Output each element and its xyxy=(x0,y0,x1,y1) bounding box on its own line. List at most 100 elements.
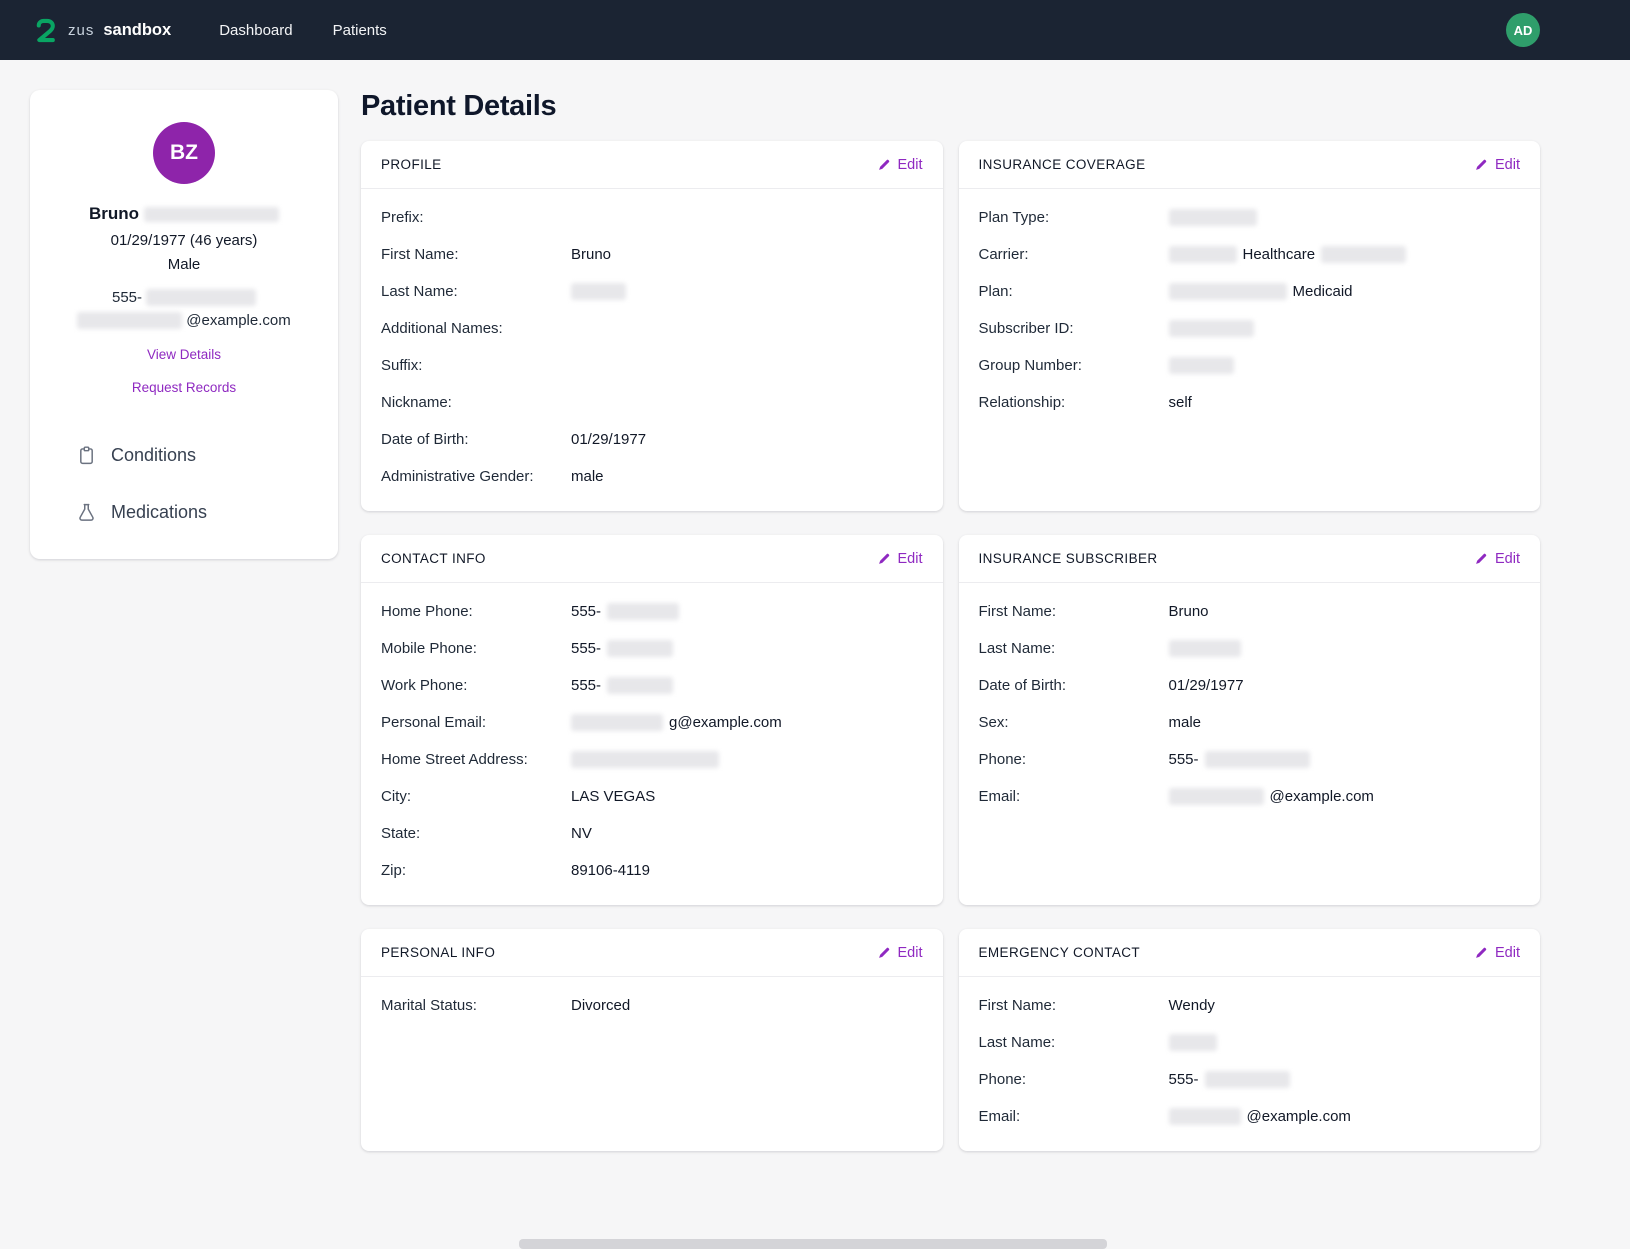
flask-icon xyxy=(76,502,97,523)
edit-label: Edit xyxy=(1495,550,1520,567)
field-value: male xyxy=(571,468,923,485)
edit-pencil-icon xyxy=(878,947,889,958)
card-body: Plan Type: Carrier: Healthcare Plan: Medicai… xyxy=(959,189,1541,437)
value-text: male xyxy=(571,468,604,485)
field-label: Carrier: xyxy=(978,246,1029,263)
field-row: Email: @example.com xyxy=(979,778,1521,815)
field-label: Plan Type: xyxy=(978,209,1050,226)
value-text: Bruno xyxy=(1168,603,1209,620)
field-row: Date of Birth: 01/29/1977 xyxy=(979,667,1521,704)
field-value: Bruno xyxy=(1169,603,1521,620)
edit-label: Edit xyxy=(1495,156,1520,173)
field-row: Prefix: xyxy=(381,199,923,236)
patient-summary-card: BZ Bruno 01/29/1977 (46 years) Male 555-… xyxy=(30,90,338,559)
redacted-text xyxy=(1204,751,1310,768)
field-row: Home Phone: 555- xyxy=(381,593,923,630)
zus-logo-icon xyxy=(32,17,59,44)
field-label: Phone: xyxy=(978,751,1027,768)
field-label: Group Number: xyxy=(978,357,1082,374)
value-text: Bruno xyxy=(571,246,612,263)
redacted-text xyxy=(1204,1071,1290,1088)
value-text: Wendy xyxy=(1168,997,1215,1014)
card-body: Prefix: First Name: Bruno Last Name: Additio… xyxy=(361,189,943,511)
field-row: City: LAS VEGAS xyxy=(381,778,923,815)
field-label: Relationship: xyxy=(978,394,1066,411)
card-title: CONTACT INFO xyxy=(381,551,486,566)
edit-button-personal-info[interactable]: Edit xyxy=(877,945,923,961)
request-records-link[interactable]: Request Records xyxy=(131,380,237,395)
field-label: Administrative Gender: xyxy=(381,468,534,485)
redacted-text xyxy=(1168,1108,1241,1125)
sidebar-item-medications[interactable]: Medications xyxy=(76,502,322,523)
sidebar-item-label: Medications xyxy=(111,502,208,522)
field-row: First Name: Bruno xyxy=(979,593,1521,630)
field-label: Home Street Address: xyxy=(381,751,528,768)
field-value xyxy=(1168,209,1521,226)
brand[interactable]: zus sandbox xyxy=(32,17,171,44)
user-avatar[interactable]: AD xyxy=(1506,13,1540,47)
field-label: Suffix: xyxy=(381,357,423,374)
redacted-text xyxy=(607,677,674,694)
view-details-link[interactable]: View Details xyxy=(146,347,222,362)
field-label: Last Name: xyxy=(978,640,1056,657)
value-text: male xyxy=(1168,714,1202,731)
field-value: 555- xyxy=(1169,751,1521,768)
redacted-text xyxy=(1168,209,1257,226)
redacted-text xyxy=(1321,246,1407,263)
edit-button-contact-info[interactable]: Edit xyxy=(877,551,923,567)
field-label: First Name: xyxy=(381,246,459,263)
field-label: Sex: xyxy=(978,714,1009,731)
edit-pencil-icon xyxy=(878,159,889,170)
field-label: Work Phone: xyxy=(381,677,468,694)
sidebar-item-label: Conditions xyxy=(111,445,197,465)
edit-button-insurance-subscriber[interactable]: Edit xyxy=(1474,551,1520,567)
field-row: First Name: Wendy xyxy=(979,987,1521,1024)
edit-button-insurance-coverage[interactable]: Edit xyxy=(1474,157,1520,173)
field-label: Email: xyxy=(978,1108,1021,1125)
field-value: 01/29/1977 xyxy=(1169,677,1521,694)
card-header-insurance-coverage: INSURANCE COVERAGE Edit xyxy=(958,141,1540,189)
sidebar-item-conditions[interactable]: Conditions xyxy=(76,445,322,466)
value-text: Divorced xyxy=(571,997,631,1014)
edit-label: Edit xyxy=(897,944,923,961)
main-nav: Dashboard Patients xyxy=(219,22,387,39)
horizontal-scrollbar[interactable] xyxy=(519,1239,1107,1249)
field-label: Date of Birth: xyxy=(381,431,469,448)
edit-button-profile[interactable]: Edit xyxy=(877,157,923,173)
edit-label: Edit xyxy=(897,156,923,173)
redacted-text xyxy=(77,312,183,329)
field-row: Plan: Medicaid xyxy=(979,273,1521,310)
value-text: @example.com xyxy=(1269,788,1374,805)
card-body: First Name: Bruno Last Name: Date of Birth:… xyxy=(959,583,1541,831)
value-text: 89106-4119 xyxy=(571,862,650,879)
field-value: male xyxy=(1169,714,1521,731)
field-label: City: xyxy=(381,788,411,805)
redacted-text xyxy=(1168,1034,1217,1051)
field-label: Mobile Phone: xyxy=(381,640,477,657)
card-body: Home Phone: 555- Mobile Phone: 555- Work Pho… xyxy=(361,583,943,905)
field-label: Plan: xyxy=(978,283,1013,300)
field-row: Work Phone: 555- xyxy=(381,667,923,704)
sidebar-nav: Conditions Medications xyxy=(46,445,322,523)
field-row: Marital Status: Divorced xyxy=(381,987,923,1024)
field-row: Phone: 555- xyxy=(979,1061,1521,1098)
value-text: 555- xyxy=(111,289,143,306)
card-insurance-subscriber: INSURANCE SUBSCRIBER Edit First Name: Bruno… xyxy=(958,535,1541,905)
patient-details-grid: PROFILE Edit Prefix: First Name: Bruno Last N… xyxy=(361,141,1540,1151)
edit-pencil-icon xyxy=(1476,947,1487,958)
field-row: Zip: 89106-4119 xyxy=(381,852,923,889)
field-label: First Name: xyxy=(978,997,1057,1014)
card-emergency-contact: EMERGENCY CONTACT Edit First Name: Wendy Las… xyxy=(958,929,1540,1151)
nav-item-patients[interactable]: Patients xyxy=(332,21,387,39)
redacted-text xyxy=(571,283,626,300)
patient-gender: Male xyxy=(167,256,201,273)
edit-pencil-icon xyxy=(878,553,889,564)
field-value: Divorced xyxy=(571,997,923,1014)
card-header-insurance-subscriber: INSURANCE SUBSCRIBER Edit xyxy=(958,535,1540,583)
value-text: Healthcare xyxy=(1242,246,1316,263)
field-row: Last Name: xyxy=(979,1024,1521,1061)
value-text: 555- xyxy=(571,677,602,694)
nav-item-dashboard[interactable]: Dashboard xyxy=(219,21,293,39)
edit-button-emergency-contact[interactable]: Edit xyxy=(1474,945,1520,961)
field-value: Medicaid xyxy=(1168,283,1521,300)
